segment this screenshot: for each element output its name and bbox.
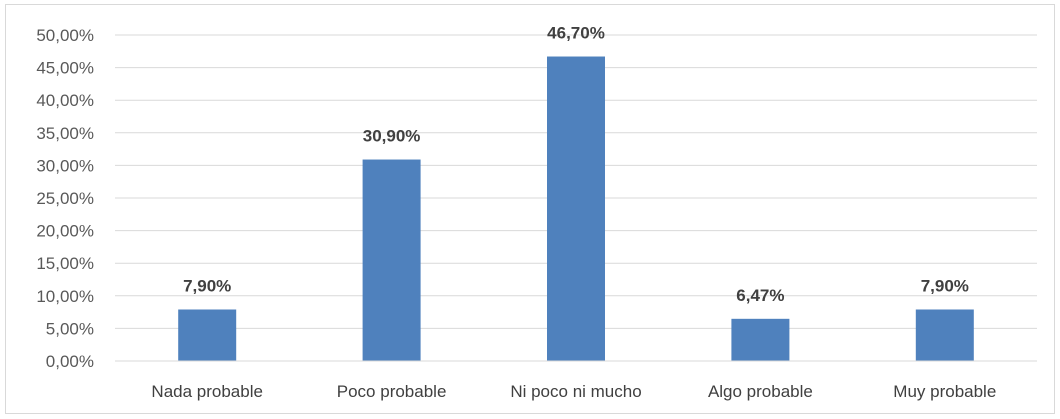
bars xyxy=(178,56,974,362)
y-tick-label: 0,00% xyxy=(46,352,94,371)
x-category-label: Algo probable xyxy=(708,382,813,401)
x-category-label: Poco probable xyxy=(337,382,447,401)
y-tick-label: 35,00% xyxy=(36,124,94,143)
bar xyxy=(915,309,974,361)
x-axis-category-labels: Nada probable Poco probable Ni poco ni muc… xyxy=(151,382,996,401)
data-label: 7,90% xyxy=(183,276,231,295)
y-tick-label: 10,00% xyxy=(36,287,94,306)
data-label: 7,90% xyxy=(921,276,969,295)
y-tick-label: 15,00% xyxy=(36,254,94,273)
x-category-label: Nada probable xyxy=(151,382,263,401)
y-tick-label: 20,00% xyxy=(36,222,94,241)
bar xyxy=(178,309,237,361)
bar xyxy=(731,318,790,361)
data-labels: 7,90% 30,90% 46,70% 6,47% 7,90% xyxy=(183,24,969,305)
y-tick-label: 45,00% xyxy=(36,59,94,78)
y-tick-label: 50,00% xyxy=(36,26,94,45)
bar xyxy=(362,159,421,361)
x-category-label: Muy probable xyxy=(893,382,996,401)
y-tick-label: 30,00% xyxy=(36,156,94,175)
data-label: 30,90% xyxy=(363,127,421,146)
data-label: 46,70% xyxy=(547,24,605,43)
y-tick-label: 5,00% xyxy=(46,319,94,338)
y-axis-tick-labels: 0,00% 5,00% 10,00% 15,00% 20,00% 25,00% 30,00%… xyxy=(36,26,94,371)
data-label: 6,47% xyxy=(736,286,784,305)
y-tick-label: 25,00% xyxy=(36,189,94,208)
bar xyxy=(547,56,605,362)
y-tick-label: 40,00% xyxy=(36,91,94,110)
x-category-label: Ni poco ni mucho xyxy=(510,382,641,401)
